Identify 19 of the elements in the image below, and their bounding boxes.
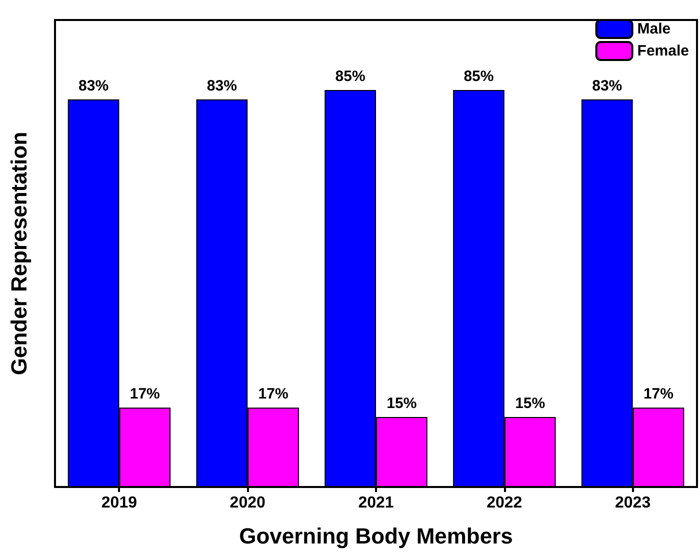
data-label: 83% bbox=[592, 77, 622, 94]
data-label: 17% bbox=[643, 386, 674, 403]
x-tick-label: 2022 bbox=[486, 494, 522, 512]
data-label: 17% bbox=[258, 386, 288, 403]
data-label: 85% bbox=[464, 68, 494, 86]
x-tick-label: 2020 bbox=[230, 494, 266, 512]
x-tick-label: 2023 bbox=[615, 494, 651, 512]
data-label: 15% bbox=[386, 394, 417, 412]
x-tick-label: 2019 bbox=[101, 494, 138, 512]
legend-label: Female bbox=[637, 42, 690, 60]
x-axis-title: Governing Body Members bbox=[239, 524, 513, 548]
data-label: 15% bbox=[515, 394, 546, 412]
y-axis-title: Gender Representation bbox=[6, 132, 32, 376]
x-tick-label: 2021 bbox=[358, 494, 394, 512]
data-label: 83% bbox=[78, 77, 109, 94]
data-label: 83% bbox=[206, 77, 237, 94]
legend-label: Male bbox=[637, 20, 671, 38]
data-label: 17% bbox=[130, 386, 160, 403]
data-label: 85% bbox=[335, 68, 366, 86]
